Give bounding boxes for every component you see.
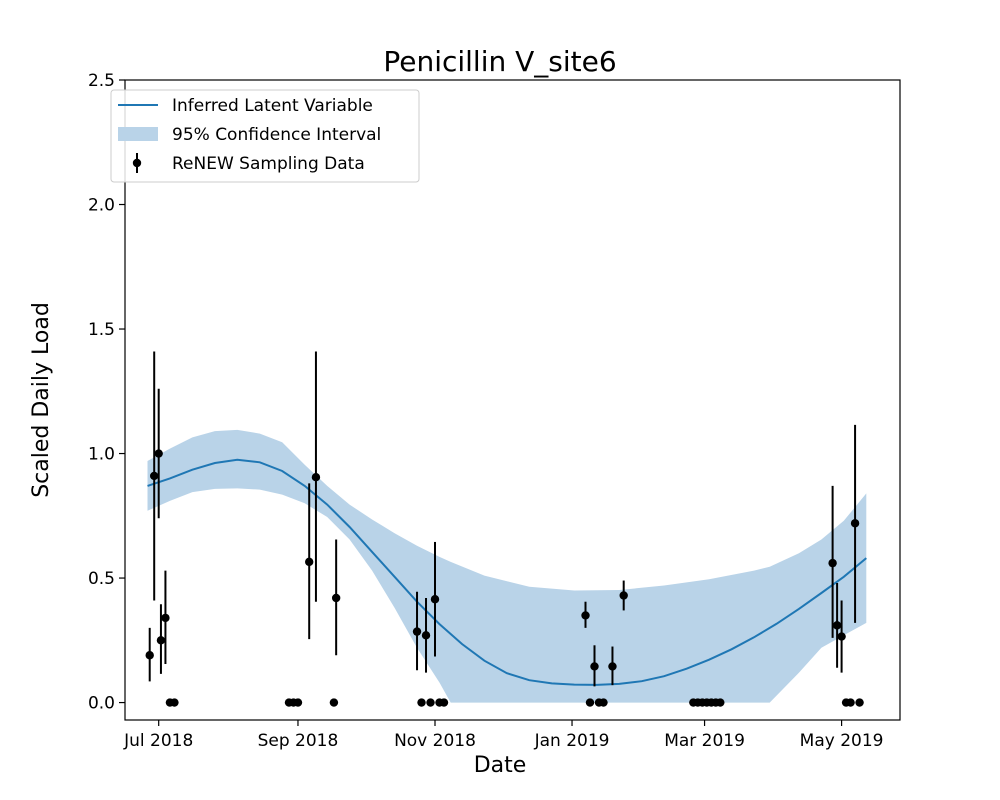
y-tick-label: 0.5 — [88, 569, 115, 589]
sampling-point — [154, 388, 163, 519]
sampling-point — [426, 698, 435, 707]
sample-marker — [855, 698, 864, 707]
y-axis-label: Scaled Daily Load — [29, 302, 54, 498]
x-tick-label: Jul 2018 — [123, 731, 193, 751]
sample-marker — [832, 621, 842, 630]
legend-entry: ReNEW Sampling Data — [132, 153, 365, 174]
sampling-point — [619, 580, 628, 611]
sampling-point — [855, 698, 864, 707]
x-tick-label: Mar 2019 — [664, 731, 745, 751]
sampling-point — [846, 698, 855, 707]
sample-marker — [145, 651, 154, 660]
sample-marker — [150, 471, 159, 481]
y-tick-label: 0.0 — [88, 694, 115, 714]
y-axis: 0.0 0.5 1.0 1.5 2.0 2.5 — [88, 71, 125, 714]
sampling-point — [305, 483, 314, 640]
sample-marker — [439, 698, 449, 707]
sample-marker — [716, 698, 725, 707]
x-axis: Jul 2018 Sep 2018 Nov 2018 Jan 2019 Mar 2019… — [123, 720, 884, 751]
legend-label: Inferred Latent Variable — [172, 96, 373, 116]
sampling-point — [293, 698, 303, 707]
sample-marker — [156, 636, 166, 645]
sample-marker — [311, 472, 321, 482]
sampling-point — [161, 570, 170, 664]
sample-marker — [581, 611, 590, 620]
y-tick-label: 1.5 — [88, 320, 115, 340]
sampling-point — [590, 645, 599, 687]
sampling-point — [599, 698, 608, 707]
x-tick-label: Jan 2019 — [534, 731, 610, 751]
chart-title: Penicillin V_site6 — [383, 45, 616, 78]
legend-label: ReNEW Sampling Data — [172, 154, 365, 174]
y-tick-label: 1.0 — [88, 445, 115, 465]
sample-marker — [161, 613, 170, 623]
sampling-point — [329, 698, 339, 707]
legend-box — [110, 89, 420, 183]
legend-entry: 95% Confidence Interval — [118, 125, 381, 145]
x-tick-label: May 2019 — [800, 731, 884, 751]
legend-label: 95% Confidence Interval — [172, 125, 381, 145]
sample-marker — [828, 558, 837, 568]
sampling-point — [156, 604, 166, 674]
x-axis-label: Date — [474, 753, 527, 778]
plot-area — [145, 351, 867, 707]
y-tick-label: 2.0 — [88, 196, 115, 216]
sampling-point — [145, 627, 154, 682]
sampling-point — [850, 424, 860, 623]
legend: Inferred Latent Variable 95% Confidence I… — [110, 89, 420, 183]
legend-band-swatch — [118, 127, 158, 141]
sample-marker — [329, 698, 339, 707]
sampling-point — [608, 646, 617, 686]
sample-marker — [590, 662, 599, 671]
sample-marker — [426, 698, 435, 707]
sampling-point — [150, 351, 159, 601]
sample-marker — [608, 662, 617, 671]
x-tick-label: Sep 2018 — [258, 731, 339, 751]
sampling-point — [417, 698, 426, 707]
sample-marker — [846, 698, 855, 707]
sampling-point — [585, 698, 595, 707]
sample-marker — [412, 627, 422, 636]
sample-marker — [331, 593, 341, 603]
sample-marker — [305, 557, 314, 567]
sampling-point — [828, 485, 837, 638]
sample-marker — [417, 698, 426, 707]
sampling-point — [837, 600, 846, 673]
sample-marker — [430, 595, 440, 604]
sampling-point — [581, 601, 590, 628]
latent-variable-line — [147, 458, 867, 686]
sample-marker — [585, 698, 595, 707]
sampling-point — [716, 698, 725, 707]
sample-marker — [599, 698, 608, 707]
sampling-point — [832, 583, 842, 668]
y-tick-label: 2.5 — [88, 71, 115, 91]
sampling-point — [421, 597, 431, 673]
legend-marker-swatch — [132, 158, 142, 168]
sample-marker — [850, 519, 860, 528]
sample-marker — [619, 591, 628, 600]
sampling-point — [331, 539, 341, 656]
sampling-point — [412, 591, 422, 671]
sampling-point — [170, 698, 179, 707]
sample-marker — [293, 698, 303, 707]
plot-frame — [124, 79, 901, 721]
sample-marker — [837, 632, 846, 641]
sampling-point — [311, 351, 321, 602]
sampling-point — [439, 698, 449, 707]
sample-marker — [421, 631, 431, 640]
sample-marker — [154, 449, 163, 458]
sample-marker — [170, 698, 179, 707]
confidence-band — [147, 429, 867, 703]
x-tick-label: Nov 2018 — [394, 731, 476, 751]
sampling-point — [430, 541, 440, 657]
legend-entry: Inferred Latent Variable — [118, 96, 373, 116]
